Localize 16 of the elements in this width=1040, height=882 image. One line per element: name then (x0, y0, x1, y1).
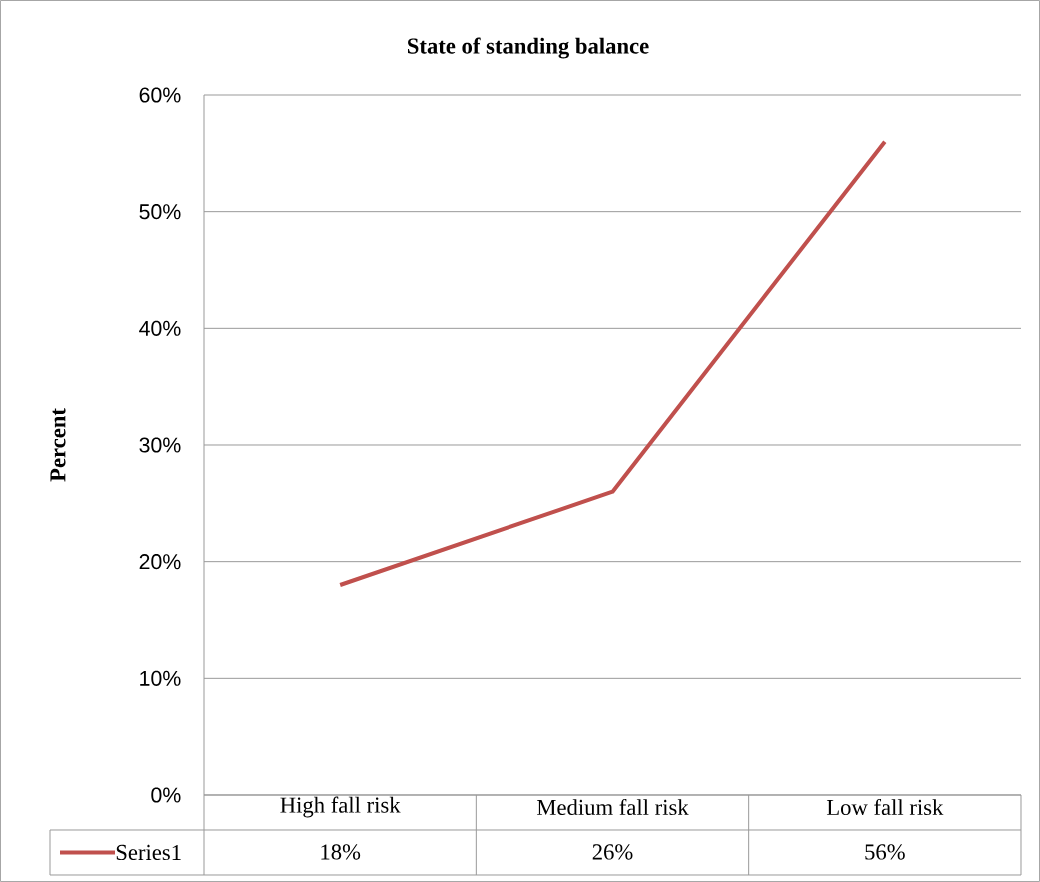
data-label: 56% (865, 844, 905, 860)
y-tick-label: 20% (139, 554, 181, 570)
y-tick-label: 60% (139, 87, 181, 103)
x-tick-label: Medium fall risk (536, 798, 689, 816)
x-tick-label: Low fall risk (826, 798, 944, 816)
y-tick-label: 50% (139, 204, 181, 220)
data-label: 26% (592, 844, 633, 860)
legend-label: Series1 (116, 844, 181, 861)
y-axis-title: Percent (50, 408, 66, 482)
y-tick-label: 10% (140, 670, 181, 686)
chart-title: State of standing balance (408, 37, 649, 59)
data-label: 18% (321, 844, 361, 860)
y-tick-label: 0% (151, 787, 181, 803)
y-tick-label: 40% (139, 320, 181, 336)
y-tick-label: 30% (139, 437, 181, 453)
x-tick-label: High fall risk (280, 796, 401, 818)
